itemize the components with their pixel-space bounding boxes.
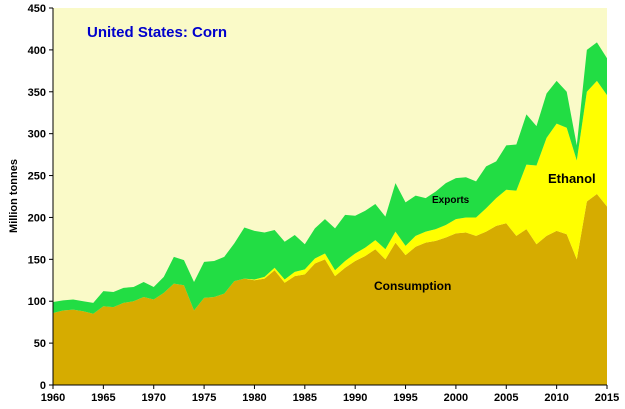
consumption-label: Consumption xyxy=(374,279,451,293)
area-layers xyxy=(53,42,607,385)
area-exports xyxy=(53,42,607,314)
x-tick-label: 1985 xyxy=(293,392,317,404)
chart-title: United States: Corn xyxy=(87,24,227,41)
y-axis-label: Million tonnes xyxy=(8,159,20,233)
exports-label: Exports xyxy=(432,195,470,206)
x-tick-label: 1965 xyxy=(91,392,115,404)
x-tick-label: 1990 xyxy=(343,392,367,404)
y-tick-label: 300 xyxy=(28,129,46,141)
x-tick-label: 1975 xyxy=(192,392,216,404)
x-tick-label: 1995 xyxy=(393,392,417,404)
y-axis-ticks: 0 50 100 150 200 250 300 350 400 450 xyxy=(28,3,53,392)
area-ethanol xyxy=(53,80,607,314)
y-tick-label: 400 xyxy=(28,45,46,57)
x-tick-label: 2010 xyxy=(544,392,568,404)
x-tick-label: 1980 xyxy=(242,392,266,404)
area-consumption xyxy=(53,193,607,385)
y-tick-label: 450 xyxy=(28,3,46,15)
y-tick-label: 0 xyxy=(40,380,46,392)
x-axis-ticks: 1960 1965 1970 1975 1980 1985 1990 1995 2000 2005… xyxy=(41,385,619,404)
y-tick-label: 50 xyxy=(34,338,46,350)
y-tick-label: 200 xyxy=(28,212,46,224)
y-tick-label: 100 xyxy=(28,296,46,308)
x-tick-label: 2005 xyxy=(494,392,518,404)
x-tick-label: 1960 xyxy=(41,392,65,404)
y-tick-label: 250 xyxy=(28,171,46,183)
x-tick-label: 1970 xyxy=(141,392,165,404)
x-tick-label: 2000 xyxy=(444,392,468,404)
y-tick-label: 150 xyxy=(28,254,46,266)
x-tick-label: 2015 xyxy=(595,392,619,404)
ethanol-label: Ethanol xyxy=(548,171,596,186)
y-tick-label: 350 xyxy=(28,87,46,99)
